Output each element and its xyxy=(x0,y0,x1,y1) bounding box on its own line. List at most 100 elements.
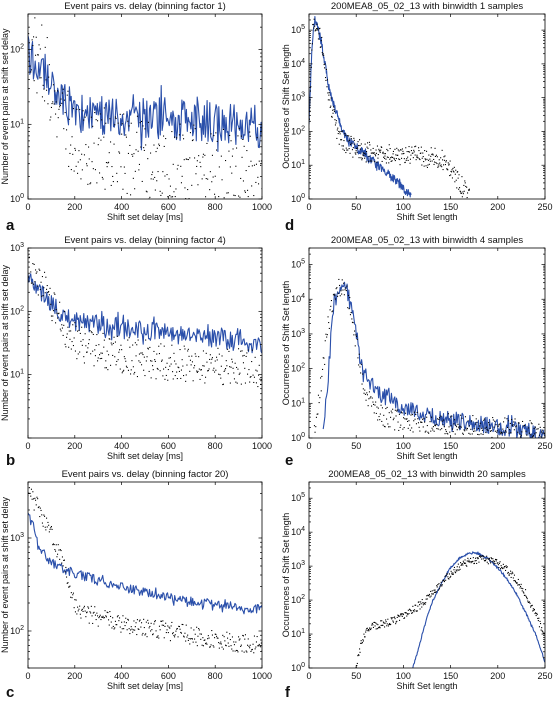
data-point xyxy=(104,188,106,190)
data-point xyxy=(115,117,117,119)
data-point xyxy=(48,64,50,66)
data-point xyxy=(494,430,496,432)
data-point xyxy=(110,621,112,623)
y-axis-label: Number of event pairs at shift set delay xyxy=(0,496,10,653)
data-point xyxy=(327,316,329,318)
data-point xyxy=(224,200,225,201)
data-point xyxy=(424,431,426,433)
data-point xyxy=(426,595,428,597)
data-point xyxy=(250,650,252,652)
data-point xyxy=(255,181,257,183)
x-axis-label: Shift Set length xyxy=(396,681,457,691)
data-point xyxy=(324,340,326,342)
data-point xyxy=(169,640,171,642)
data-point xyxy=(386,625,388,627)
y-tick-label: 103 xyxy=(291,92,305,103)
data-point xyxy=(57,553,59,555)
data-point xyxy=(35,36,37,38)
data-point xyxy=(420,603,422,605)
data-point xyxy=(543,632,545,634)
data-point xyxy=(395,158,397,160)
data-point xyxy=(50,303,52,305)
x-tick-label: 50 xyxy=(351,202,361,212)
data-point xyxy=(72,108,74,110)
data-point xyxy=(125,136,127,138)
data-point xyxy=(399,619,401,621)
data-point xyxy=(541,431,543,433)
data-point xyxy=(495,560,497,562)
data-point xyxy=(517,422,519,424)
data-point xyxy=(411,146,413,148)
data-point xyxy=(255,382,257,384)
data-point xyxy=(189,638,191,640)
data-point xyxy=(93,142,95,144)
data-point xyxy=(327,99,329,101)
data-point xyxy=(409,151,411,153)
y-tick-label: 104 xyxy=(291,526,305,537)
data-point xyxy=(121,372,123,374)
data-point xyxy=(379,150,381,152)
data-point xyxy=(470,557,472,559)
data-point xyxy=(309,90,311,92)
data-point xyxy=(259,645,261,647)
data-point xyxy=(63,559,65,561)
data-point xyxy=(59,104,61,106)
data-point xyxy=(172,371,174,373)
data-point xyxy=(211,181,213,183)
data-point xyxy=(461,176,463,178)
data-point xyxy=(400,411,402,413)
data-point xyxy=(152,365,154,367)
series-line xyxy=(322,281,545,438)
data-point xyxy=(534,426,536,428)
data-point xyxy=(318,33,320,35)
data-point xyxy=(357,147,359,149)
data-point xyxy=(81,326,83,328)
data-point xyxy=(366,394,368,396)
data-point xyxy=(159,370,161,372)
data-point xyxy=(342,148,344,150)
data-point xyxy=(229,166,231,168)
data-point xyxy=(521,587,523,589)
data-point xyxy=(353,139,355,141)
data-point xyxy=(361,157,363,159)
data-point xyxy=(441,149,443,151)
data-point xyxy=(132,344,134,346)
data-point xyxy=(456,570,458,572)
plot-area xyxy=(309,15,470,199)
data-point xyxy=(434,424,436,426)
data-point xyxy=(142,125,144,127)
data-point xyxy=(400,613,402,615)
data-point xyxy=(464,182,466,184)
data-point xyxy=(453,566,455,568)
data-point xyxy=(435,591,437,593)
data-point xyxy=(114,116,116,118)
data-point xyxy=(92,612,94,614)
data-point xyxy=(90,331,92,333)
data-point xyxy=(45,79,47,81)
data-point xyxy=(373,412,375,414)
data-point xyxy=(197,184,199,186)
data-point xyxy=(355,153,357,155)
y-axis-label: Occurrences of Shift Set length xyxy=(281,44,291,169)
data-point xyxy=(527,600,529,602)
data-point xyxy=(209,354,211,356)
x-tick-label: 0 xyxy=(306,441,311,451)
data-point xyxy=(468,425,470,427)
data-point xyxy=(432,154,434,156)
data-point xyxy=(227,642,229,644)
data-point xyxy=(506,566,508,568)
data-point xyxy=(63,99,65,101)
data-point xyxy=(46,526,48,528)
data-point xyxy=(105,616,107,618)
data-point xyxy=(191,355,193,357)
data-point xyxy=(139,619,141,621)
data-point xyxy=(191,184,193,186)
data-point xyxy=(239,372,241,374)
data-point xyxy=(88,158,90,160)
data-point xyxy=(133,373,135,375)
data-point xyxy=(408,420,410,422)
data-point xyxy=(83,605,85,607)
data-point xyxy=(537,439,538,440)
data-point xyxy=(457,569,459,571)
data-point xyxy=(129,144,131,146)
